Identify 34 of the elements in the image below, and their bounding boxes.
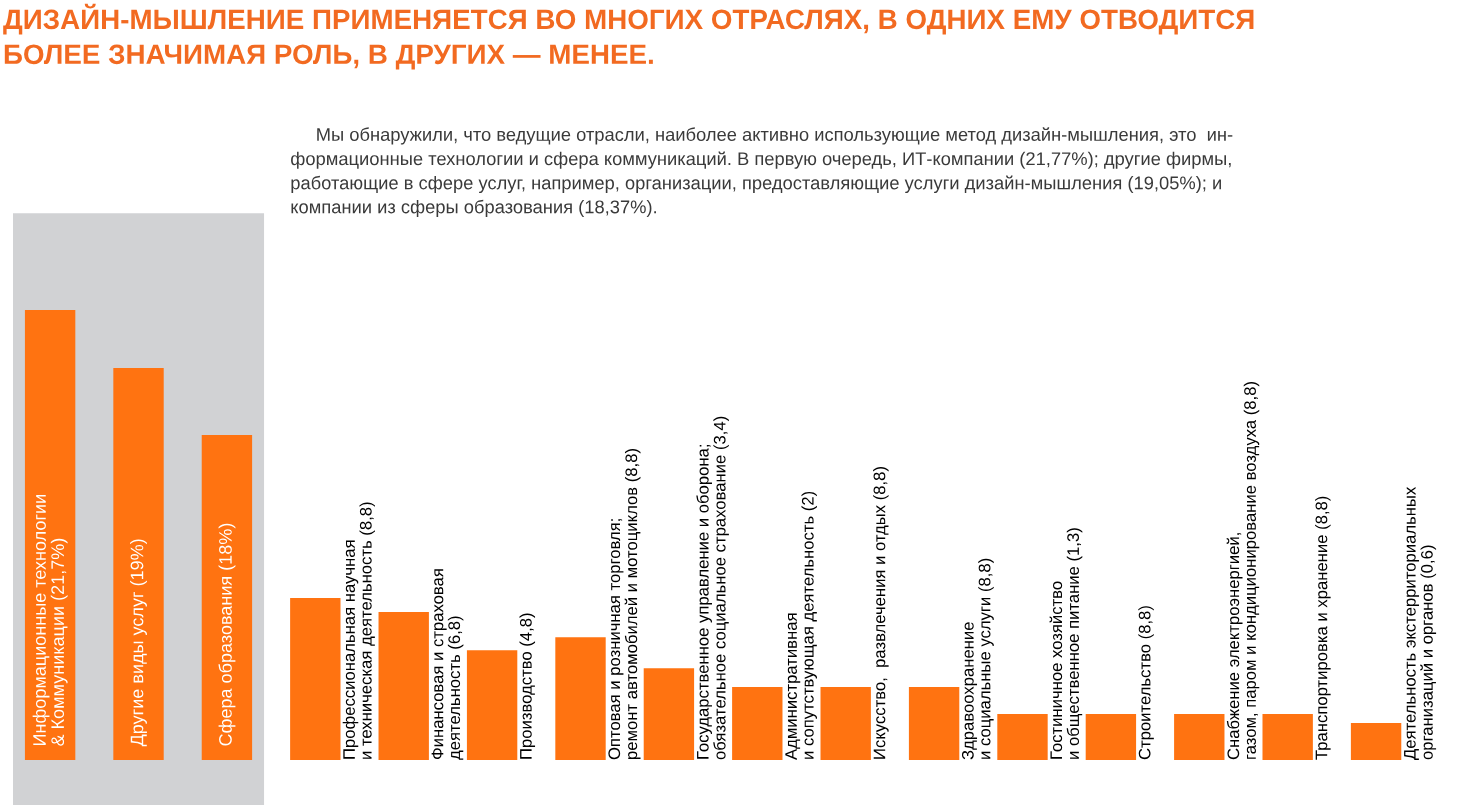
x-tick-label: Другие виды услуг (19%) [130,539,147,747]
bar [555,637,606,760]
x-tick-label: Транспортировка и хранение (8,8) [1315,496,1331,760]
chart-subtitle: Мы обнаружили, что ведущие отрасли, наиболее активно использующие метод дизайн-мышления, это ин- формационные технологии и сфера коммуникаций. В первую очередь, ИТ-компании (21,77%); другие фирмы, работающие в сфере услуг, например, организации, предоставляющие услуги дизайн-мышления (19,05%); и компании из сферы образования (18,37%). [291,127,1233,217]
bar [290,598,341,760]
bar [466,650,518,760]
x-tick-label: Гостиничное хозяйство и общественное питание (1,3) [1049,528,1083,759]
bar [201,435,253,760]
x-tick-label: Искусство, развлечения и отдых (8,8) [873,467,889,759]
bar [1085,714,1137,760]
bar [1262,714,1313,760]
bar [997,714,1048,760]
x-tick-label: Здравоохранение и социальные услуги (8,8) [961,558,994,760]
x-tick-label: Оптовая и розничная торговля; ремонт автомобилей и мотоциклов (8,8) [608,449,641,760]
chart-title: ДИЗАЙН-МЫШЛЕНИЕ ПРИМЕНЯЕТСЯ ВО МНОГИХ ОТРАСЛЯХ, В ОДНИХ ЕМУ ОТВОДИТСЯ БОЛЕЕ ЗНАЧИМАЯ РОЛЬ, В ДРУГИХ — МЕНЕЕ. [3,3,1254,70]
x-tick-label: Административная и сопутствующая деятельность (2) [785,491,817,760]
x-tick-label: Информационные технологии & Коммуникации (21,7%) [32,495,68,746]
bar [1350,723,1402,760]
x-tick-label: Сфера образования (18%) [218,523,236,746]
bar [643,668,695,760]
bar [732,687,783,760]
bar [820,687,871,760]
bar [378,611,429,760]
x-tick-label: Государственное управление и оборона; обязательное социальное страхование (3,4) [696,416,729,760]
bar [1174,714,1225,760]
x-tick-label: Деятельность экстерриториальных организаций и органов (0,6) [1404,486,1437,760]
x-tick-label: Финансовая и страховая деятельность (6,8) [431,569,464,760]
x-tick-label: Снабжение электроэнергией, газом, паром и кондиционирование воздуха (8,8) [1226,382,1260,760]
bar [113,368,164,760]
bar [24,310,76,760]
x-tick-label: Производство (4,8) [519,613,536,759]
x-tick-label: Строительство (8,8) [1138,606,1154,760]
x-tick-label: Профессиональная научная и техническая деятельность (8,8) [342,502,375,759]
bar [908,687,960,760]
